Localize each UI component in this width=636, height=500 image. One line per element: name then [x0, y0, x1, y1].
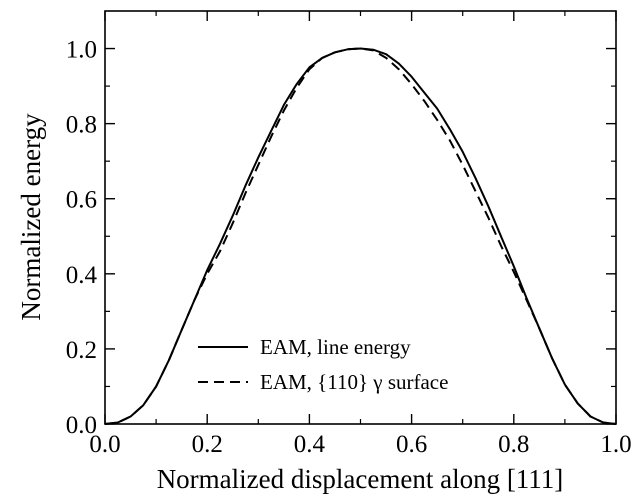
y-axis-label: Normalized energy	[16, 113, 46, 321]
x-tick-label: 0.0	[89, 431, 120, 458]
x-tick-label: 0.8	[498, 431, 529, 458]
legend: EAM, line energy EAM, {110} γ surface	[198, 335, 448, 394]
y-tick-label: 0.0	[66, 412, 97, 439]
x-tick-label: 0.6	[396, 431, 427, 458]
y-tick-label: 1.0	[66, 37, 97, 64]
x-axis-ticks: 0.0 0.2 0.4 0.6 0.8 1.0	[89, 11, 632, 458]
y-tick-label: 0.8	[66, 112, 97, 139]
legend-label-line-energy: EAM, line energy	[260, 335, 411, 359]
series-line-energy	[104, 47, 617, 425]
y-tick-label: 0.2	[66, 337, 97, 364]
series-gamma-surface	[104, 47, 617, 425]
y-tick-label: 0.6	[66, 187, 97, 214]
legend-label-gamma-surface: EAM, {110} γ surface	[260, 370, 448, 394]
series-group	[104, 47, 617, 425]
x-tick-label: 0.4	[294, 431, 326, 458]
y-axis-ticks: 0.0 0.2 0.4 0.6 0.8 1.0	[66, 37, 616, 439]
x-tick-label: 0.2	[192, 431, 223, 458]
plot-frame	[104, 10, 617, 425]
y-tick-label: 0.4	[66, 262, 98, 289]
x-tick-label: 1.0	[600, 431, 631, 458]
x-axis-label: Normalized displacement along [111]	[157, 464, 564, 494]
